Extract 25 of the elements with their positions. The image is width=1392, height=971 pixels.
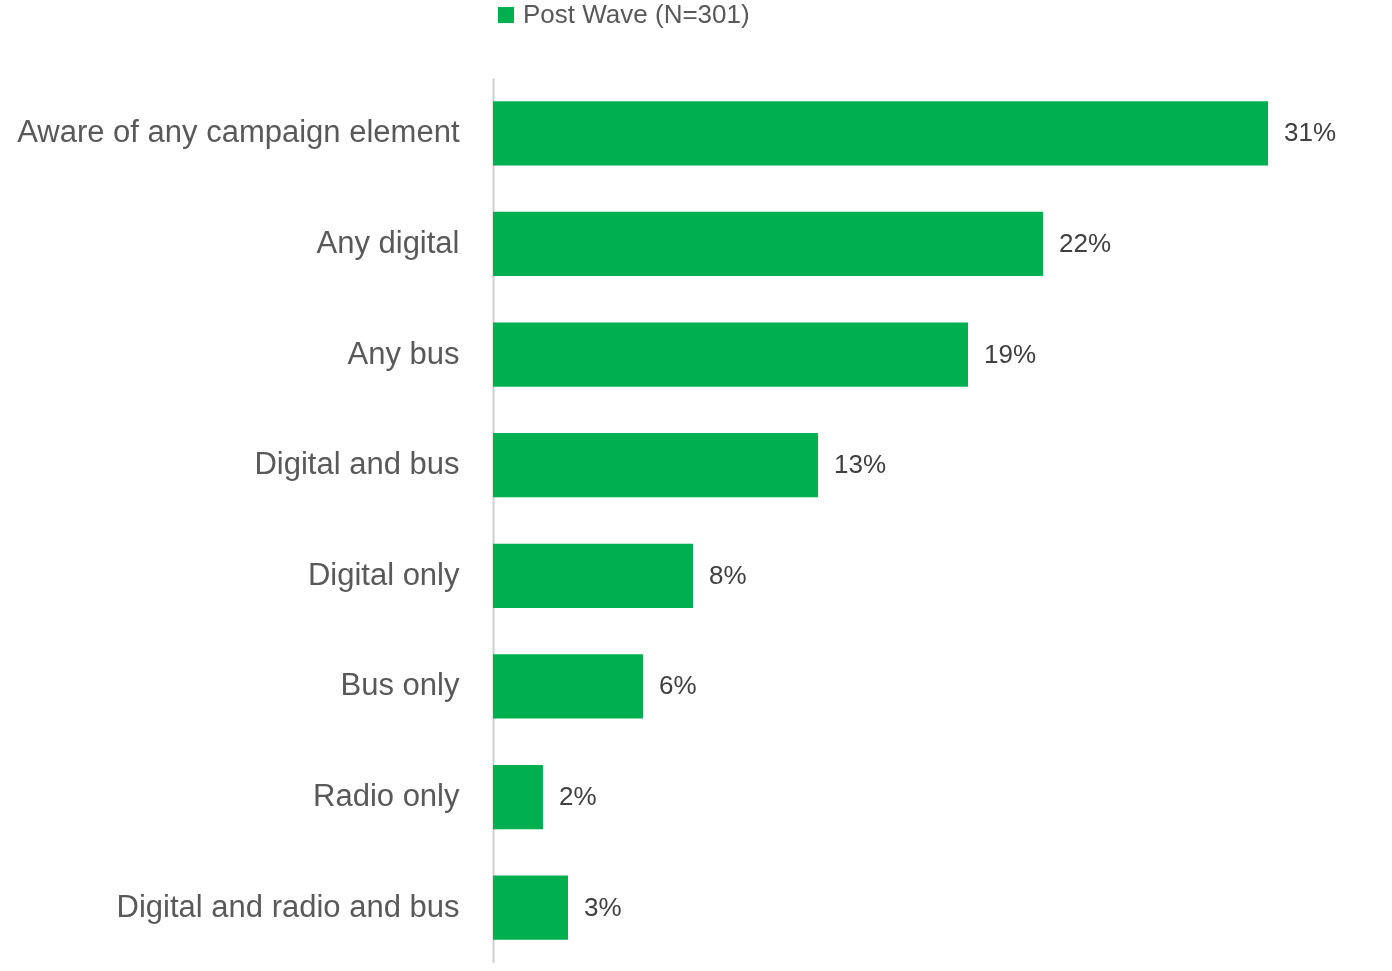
legend-label: Post Wave (N=301) bbox=[523, 0, 750, 29]
y-tick-label: Any digital bbox=[316, 224, 460, 260]
bar bbox=[493, 211, 1043, 277]
bar bbox=[493, 654, 643, 719]
data-label: 3% bbox=[584, 891, 622, 922]
y-tick-label: Any bus bbox=[347, 335, 460, 371]
data-label: 8% bbox=[709, 559, 747, 590]
y-tick-label: Digital only bbox=[307, 556, 460, 592]
bar bbox=[493, 543, 693, 608]
y-tick-label: Digital and bus bbox=[254, 446, 460, 482]
bar bbox=[493, 764, 543, 830]
data-label: 6% bbox=[659, 670, 697, 701]
data-label: 2% bbox=[559, 781, 597, 812]
data-label: 13% bbox=[834, 449, 887, 480]
bar bbox=[493, 322, 968, 387]
bar bbox=[493, 433, 818, 498]
bar bbox=[493, 875, 568, 940]
data-label: 22% bbox=[1059, 227, 1112, 258]
y-tick-label: Bus only bbox=[340, 667, 460, 703]
data-label: 31% bbox=[1284, 117, 1337, 148]
bar bbox=[493, 101, 1268, 166]
y-tick-label: Aware of any campaign element bbox=[17, 114, 460, 150]
data-label: 19% bbox=[984, 338, 1037, 369]
y-tick-label: Radio only bbox=[313, 778, 460, 814]
y-tick-label: Digital and radio and bus bbox=[116, 888, 460, 924]
